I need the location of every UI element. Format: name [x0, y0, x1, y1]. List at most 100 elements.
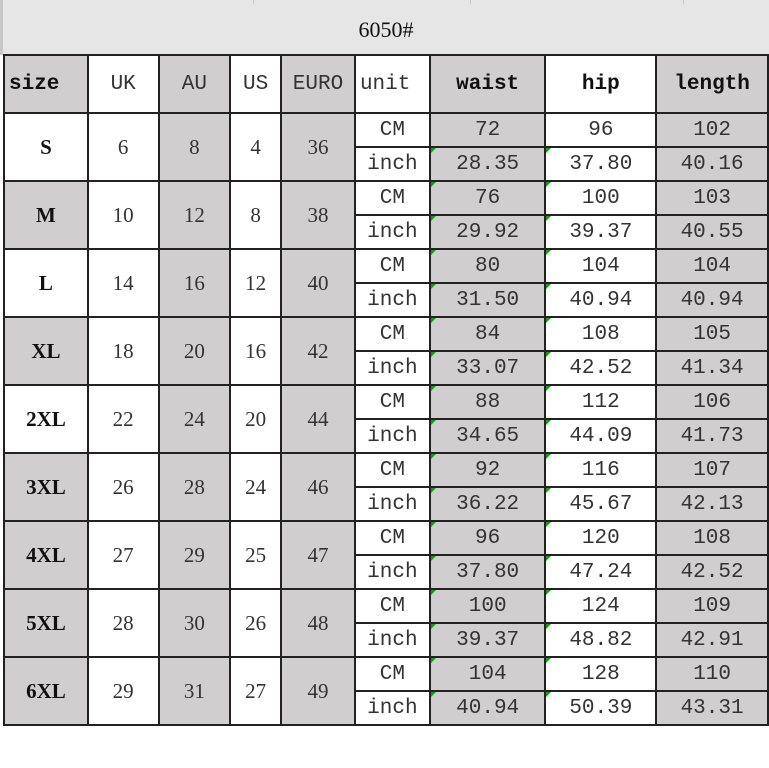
cell-value: 120 [581, 526, 620, 550]
table-row: inch 33.07 42.52 41.34 [4, 350, 769, 386]
us-cell: 26 [229, 588, 283, 658]
cell-value: 124 [581, 594, 620, 618]
au-cell: 29 [157, 520, 232, 590]
cell-value: 39.37 [456, 628, 520, 652]
waist-inch-cell: 31.50 [428, 282, 547, 318]
comment-marker-icon [430, 488, 436, 493]
waist-cm-cell: 104 [428, 656, 547, 692]
length-cm-cell: 105 [655, 316, 769, 352]
cell-value: 42.52 [569, 356, 633, 380]
waist-inch-cell: 34.65 [428, 418, 547, 454]
hip-inch-cell: 47.24 [544, 554, 658, 590]
header-hip: hip [544, 54, 658, 114]
waist-inch-cell: 29.92 [428, 214, 547, 250]
au-cell: 20 [157, 316, 232, 386]
hip-cm-cell: 108 [544, 316, 658, 352]
comment-marker-icon [546, 488, 552, 493]
cell-value: 104 [468, 662, 507, 686]
cell-value: 47.24 [569, 560, 633, 584]
au-cell: 28 [157, 452, 232, 522]
table-row: XL 18 20 16 42 CM 84 108 105 [3, 316, 769, 386]
comment-marker-icon [430, 318, 436, 323]
unit-cell: inch [353, 146, 431, 182]
waist-cm-cell: 92 [428, 452, 547, 488]
comment-marker-icon [546, 624, 552, 629]
comment-marker-icon [430, 182, 436, 187]
unit-cell: CM [353, 112, 431, 148]
cell-value: 100 [581, 186, 620, 210]
cell-value: 48.82 [569, 628, 633, 652]
header-au: AU [157, 54, 232, 114]
hip-inch-cell: 37.80 [544, 146, 658, 182]
length-cm-cell: 110 [655, 656, 769, 692]
comment-marker-icon [430, 284, 436, 289]
cell-value: 96 [588, 118, 614, 142]
unit-cell: inch [353, 486, 431, 522]
header-unit: unit [353, 54, 431, 114]
comment-marker-icon [546, 182, 552, 187]
comment-marker-icon [546, 590, 552, 595]
size-cell: 5XL [3, 588, 89, 658]
euro-cell: 48 [280, 588, 356, 658]
cell-value: 110 [693, 662, 731, 686]
cell-value: 36.22 [456, 492, 520, 516]
comment-marker-icon [430, 148, 436, 153]
comment-marker-icon [430, 216, 436, 221]
euro-cell: 38 [280, 180, 356, 250]
cell-value: 107 [693, 458, 731, 482]
table-row: 3XL 26 28 24 46 CM 92 116 107 [3, 452, 769, 522]
gridline [470, 0, 471, 4]
waist-cm-cell: 84 [428, 316, 547, 352]
waist-cm-cell: 76 [428, 180, 547, 216]
euro-cell: 42 [280, 316, 356, 386]
length-cm-cell: 109 [655, 588, 769, 624]
waist-cm-cell: 80 [428, 248, 547, 284]
comment-marker-icon [546, 658, 552, 663]
cell-value: 116 [581, 458, 620, 482]
hip-inch-cell: 42.52 [544, 350, 658, 386]
unit-cell: CM [353, 180, 431, 216]
comment-marker-icon [430, 420, 436, 425]
cell-value: 92 [475, 458, 501, 482]
length-inch-cell: 42.13 [655, 486, 769, 522]
cell-value: 108 [581, 322, 620, 346]
us-cell: 12 [229, 248, 283, 318]
uk-cell: 18 [86, 316, 160, 386]
comment-marker-icon [430, 658, 436, 663]
waist-cm-cell: 88 [428, 384, 547, 420]
waist-inch-cell: 36.22 [428, 486, 547, 522]
comment-marker-icon [430, 624, 436, 629]
cell-value: 108 [693, 526, 731, 550]
length-cm-cell: 107 [655, 452, 769, 488]
waist-inch-cell: 40.94 [428, 690, 547, 726]
unit-cell: CM [353, 588, 431, 624]
header-uk: UK [86, 54, 160, 114]
hip-inch-cell: 45.67 [544, 486, 658, 522]
cell-value: 29.92 [456, 220, 520, 244]
us-cell: 25 [229, 520, 283, 590]
unit-cell: inch [353, 418, 431, 454]
uk-cell: 14 [86, 248, 160, 318]
length-inch-cell: 40.16 [655, 146, 769, 182]
size-cell: L [3, 248, 89, 318]
au-cell: 24 [157, 384, 232, 454]
waist-inch-cell: 33.07 [428, 350, 547, 386]
cell-value: 84 [475, 322, 501, 346]
unit-cell: inch [353, 350, 431, 386]
cell-value: 128 [581, 662, 620, 686]
gridline [683, 0, 684, 4]
cell-value: 100 [468, 594, 507, 618]
cell-value: 40.55 [680, 220, 744, 244]
cell-value: 43.31 [680, 696, 744, 720]
us-cell: 27 [229, 656, 283, 726]
length-inch-cell: 42.52 [655, 554, 769, 590]
unit-cell: inch [353, 554, 431, 590]
au-cell: 12 [157, 180, 232, 250]
size-cell: 6XL [3, 656, 89, 726]
cell-value: 41.34 [680, 356, 744, 380]
table-row: 6XL 29 31 27 49 CM 104 128 110 [3, 656, 769, 726]
header-size: size [3, 54, 89, 114]
hip-cm-cell: 104 [544, 248, 658, 284]
waist-inch-cell: 37.80 [428, 554, 547, 590]
length-inch-cell: 43.31 [655, 690, 769, 726]
